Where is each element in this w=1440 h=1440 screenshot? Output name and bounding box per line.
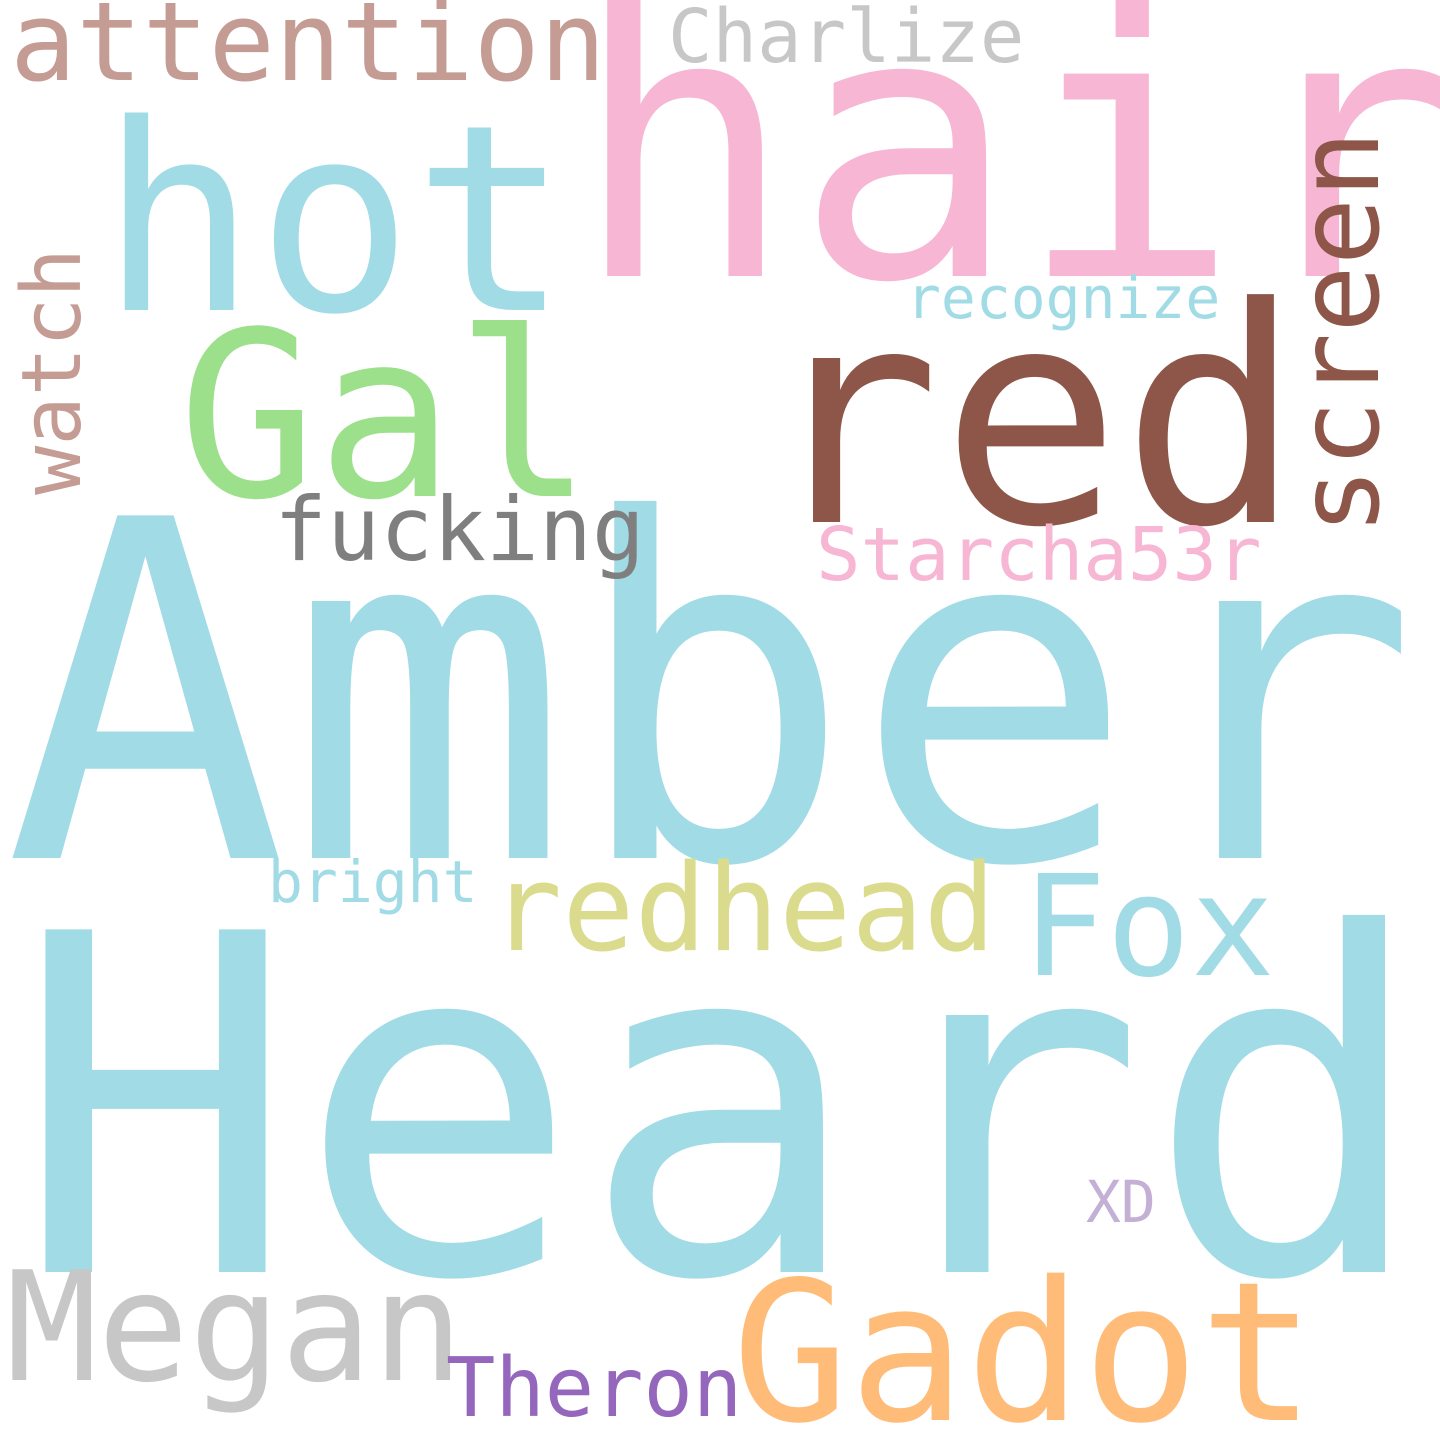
word-watch: watch bbox=[5, 248, 100, 495]
word-screen: screen bbox=[1275, 130, 1405, 535]
word-amber: Amber bbox=[4, 422, 1419, 969]
word-starcha53r: Starcha53r bbox=[816, 512, 1262, 598]
word-hair: hair bbox=[572, 0, 1440, 364]
word-attention: attention bbox=[10, 0, 606, 106]
word-gadot: Gadot bbox=[732, 1240, 1316, 1440]
word-recognize: recognize bbox=[906, 264, 1220, 332]
word-bright: bright bbox=[268, 848, 478, 916]
word-redhead: redhead bbox=[490, 840, 996, 979]
word-megan: Megan bbox=[6, 1239, 464, 1416]
word-hot: hot bbox=[100, 70, 570, 372]
word-gal: Gal bbox=[178, 284, 593, 551]
word-theron: Theron bbox=[446, 1341, 742, 1436]
word-heard: Heard bbox=[14, 836, 1429, 1383]
word-red: red bbox=[760, 244, 1302, 593]
word-fox: Fox bbox=[1022, 846, 1275, 1009]
word-xd: XD bbox=[1086, 1168, 1156, 1236]
word-charlize: Charlize bbox=[668, 0, 1024, 80]
word-fucking: fucking bbox=[274, 478, 645, 581]
